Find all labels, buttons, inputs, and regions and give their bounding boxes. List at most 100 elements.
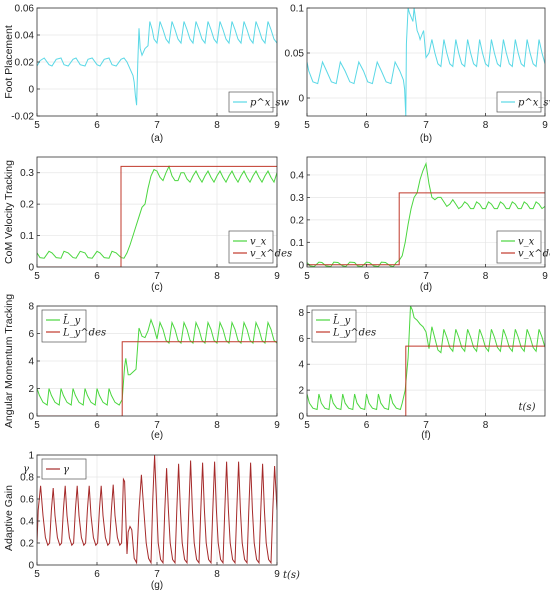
series-line-desired — [307, 192, 545, 266]
series-line-desired — [37, 341, 277, 416]
chart-c: 5 6 7 8 9 0 0.1 0.2 0.3 (c) CoM Velocity Tracking v… — [3, 156, 292, 293]
x-tick-label: 5 — [34, 569, 40, 580]
y-tick-label: 2 — [298, 386, 304, 397]
legend-label: v_x — [518, 237, 535, 248]
legend-label: p^x_sw — [518, 98, 550, 109]
x-tick-label: 6 — [364, 120, 370, 131]
x-tick-label: 5 — [34, 271, 40, 282]
y-tick-label: 0.02 — [15, 58, 35, 69]
y-tick-label: 0.4 — [20, 517, 34, 528]
x-tick-label: 5 — [304, 120, 310, 131]
y-tick-label: 0.1 — [20, 231, 34, 242]
legend: p^x_sw — [496, 91, 550, 113]
legend-label: L_y^des — [332, 328, 376, 339]
y-tick-label: 6 — [28, 329, 34, 340]
y-tick-label: 0.3 — [290, 193, 304, 204]
legend-label: L̄_y — [62, 315, 81, 327]
legend-label: p^x_sw — [250, 98, 290, 109]
x-tick-label: 8 — [214, 420, 220, 431]
x-tick-label: 6 — [94, 271, 100, 282]
y-axis-label: CoM Velocity Tracking — [3, 160, 15, 264]
y-tick-label: 0 — [28, 85, 34, 96]
chart-g: 5 6 7 8 9 0 0.2 0.4 0.6 0.8 1 (g) Adaptive Gain γ t(s)… — [3, 451, 300, 592]
legend: L̄_yL_y^des — [311, 309, 376, 343]
legend-label: v_x — [250, 237, 267, 248]
series-line-measured — [307, 161, 545, 267]
legend-box — [228, 91, 274, 113]
x-tick-label: 6 — [364, 271, 370, 282]
x-tick-label: 6 — [364, 420, 370, 431]
y-tick-label: 8 — [298, 308, 304, 319]
chart-b: 5 6 7 8 9 0 0.05 0.1 (b) p^x_sw — [285, 4, 550, 145]
x-tick-label: 9 — [274, 271, 280, 282]
legend: v_xv_x^des — [228, 230, 292, 264]
y-axis-label: Angular Momentum Tracking — [3, 294, 15, 428]
y-tick-label: 8 — [28, 302, 34, 313]
x-tick-label: 7 — [423, 120, 429, 131]
x-tick-label: 5 — [304, 271, 310, 282]
x-tick-label: 9 — [542, 271, 548, 282]
x-tick-label: 7 — [154, 271, 160, 282]
x-tick-label: 8 — [483, 420, 489, 431]
y-tick-label: 0 — [28, 412, 34, 423]
x-tick-label: 8 — [214, 569, 220, 580]
chart-e: 5 6 7 8 9 0 2 4 6 8 (e) Angular Momentum Tracking L̄… — [3, 294, 280, 441]
y-tick-label: 4 — [28, 357, 34, 368]
x-tick-label: 6 — [94, 420, 100, 431]
y-tick-label: 0.05 — [285, 49, 305, 60]
y-tick-label: 0.3 — [20, 168, 34, 179]
subplot-caption: (a) — [151, 133, 163, 144]
legend-box — [41, 458, 87, 480]
y-tick-label: 1 — [28, 451, 34, 462]
legend: L̄_yL_y^des — [41, 309, 106, 343]
y-tick-label: 0 — [298, 94, 304, 105]
series-line-desired — [37, 165, 277, 267]
y-tick-label: 0.2 — [20, 200, 34, 211]
y-tick-label: 0.1 — [290, 238, 304, 249]
x-axis-label: t(s) — [283, 570, 300, 581]
y-tick-label: 2 — [28, 384, 34, 395]
y-axis-symbol: γ — [23, 464, 29, 475]
x-tick-label: 7 — [154, 420, 160, 431]
subplot-caption: (g) — [151, 580, 163, 591]
y-tick-label: 0 — [28, 561, 34, 572]
y-tick-label: 0.4 — [290, 170, 304, 181]
legend-label: v_x^des — [518, 249, 550, 260]
y-tick-label: 0.6 — [20, 495, 34, 506]
x-tick-label: 5 — [34, 120, 40, 131]
y-tick-label: 0.06 — [15, 4, 35, 15]
series-line-measured — [307, 8, 545, 116]
legend-box — [311, 309, 357, 343]
x-tick-label: 5 — [34, 420, 40, 431]
y-axis-label: Adaptive Gain — [3, 485, 15, 551]
x-tick-label: 9 — [274, 120, 280, 131]
chart-a: 5 6 7 8 9 -0.02 0 0.02 0.04 0.06 (a) Foot Placement… — [3, 4, 290, 145]
series-line-measured — [37, 21, 277, 106]
series-line-measured — [307, 306, 545, 411]
y-tick-label: 0.04 — [15, 31, 35, 42]
y-tick-label: 6 — [298, 334, 304, 345]
x-tick-label: 8 — [483, 120, 489, 131]
subplot-caption: (b) — [420, 133, 432, 144]
x-tick-label: 9 — [274, 569, 280, 580]
subplot-caption: (c) — [151, 282, 163, 293]
chart-d: 5 6 7 8 9 0 0.1 0.2 0.3 0.4 (d) v_xv_x^des — [290, 156, 550, 293]
y-tick-label: 0 — [28, 263, 34, 274]
legend-box — [228, 230, 274, 264]
legend-label: v_x^des — [250, 249, 292, 260]
x-axis-label: t(s) — [519, 402, 536, 413]
series-line-measured — [37, 455, 277, 565]
legend: p^x_sw — [228, 91, 290, 113]
legend-label: γ — [63, 465, 69, 476]
y-tick-label: 0.8 — [20, 473, 34, 484]
x-tick-label: 7 — [154, 120, 160, 131]
x-tick-label: 6 — [94, 120, 100, 131]
x-tick-label: 9 — [542, 120, 548, 131]
y-tick-label: 0.2 — [20, 539, 34, 550]
x-tick-label: 8 — [214, 271, 220, 282]
legend-box — [496, 230, 542, 264]
legend: v_xv_x^des — [496, 230, 550, 264]
x-tick-label: 8 — [483, 271, 489, 282]
y-tick-label: 0.1 — [290, 4, 304, 15]
